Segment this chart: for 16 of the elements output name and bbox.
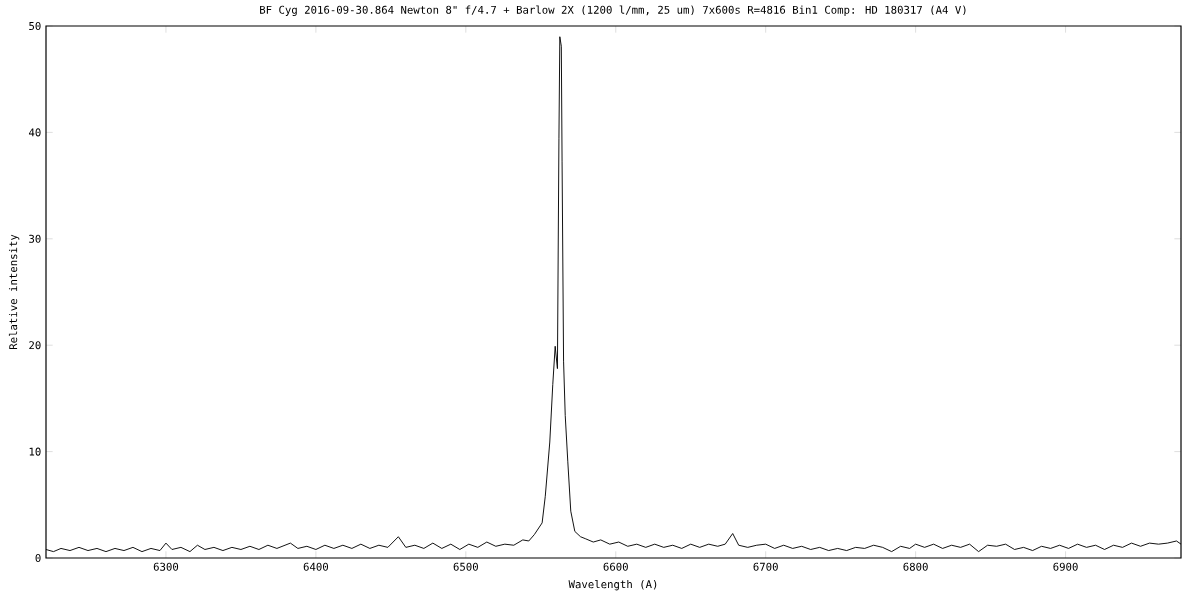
y-tick-label: 30 [29, 234, 41, 243]
y-tick-label: 0 [35, 553, 41, 563]
x-tick-label: 6800 [903, 562, 928, 571]
y-axis-title: Relative intensity [8, 234, 20, 350]
x-axis-title: Wavelength (A) [568, 579, 657, 591]
y-tick-label: 10 [29, 447, 41, 456]
x-tick-label: 6500 [453, 562, 478, 571]
x-tick-label: 6600 [603, 562, 628, 571]
y-tick-label: 40 [28, 128, 41, 137]
x-tick-label: 6400 [303, 562, 329, 571]
y-tick-label: 20 [29, 341, 41, 350]
y-tick-label: 50 [29, 21, 41, 31]
x-tick-label: 6900 [1053, 562, 1078, 571]
x-tick-label: 6300 [153, 562, 179, 571]
x-tick-label: 6700 [753, 562, 778, 571]
chart-title: BF Cyg 2016-09-30.864 Newton 8" f/4.7 + Barlow 2X (1200 l/mm, 25 um) 7x600s R=4816 Bin1 Comp: HD 180317 (A4 V) [260, 5, 966, 16]
